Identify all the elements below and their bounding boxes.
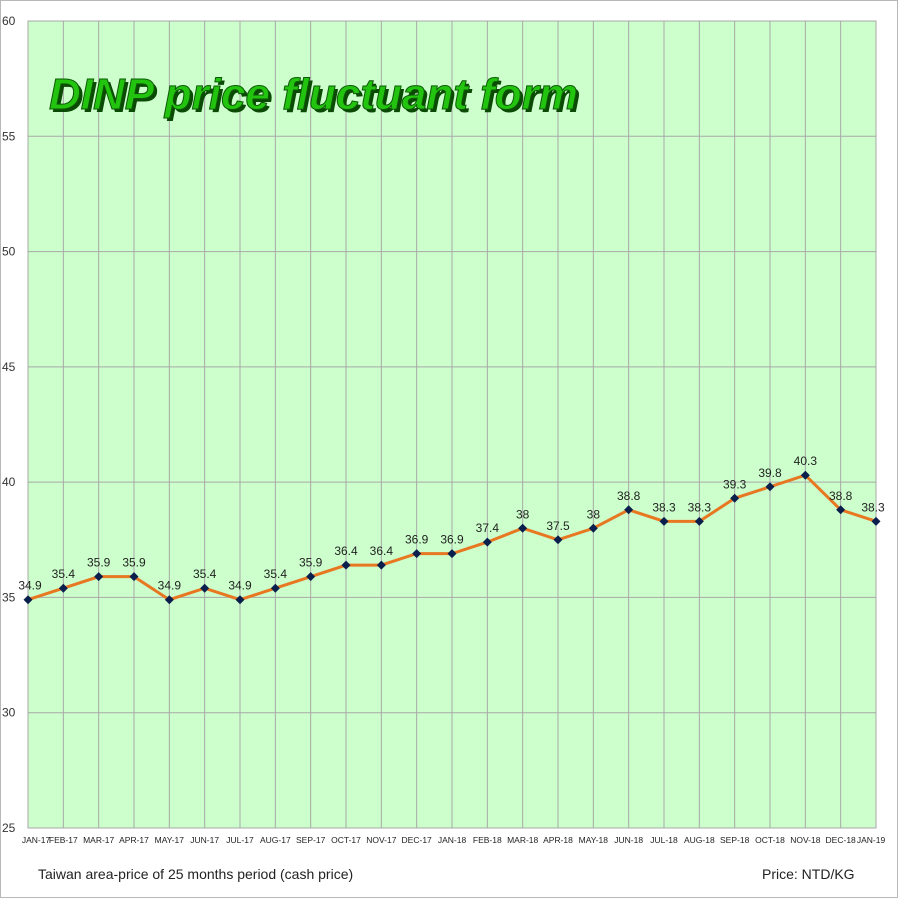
data-label: 38.3 xyxy=(652,500,676,514)
y-tick-label: 25 xyxy=(2,821,16,835)
data-point xyxy=(235,595,245,605)
data-point xyxy=(800,470,810,480)
x-tick-label: JAN-19 xyxy=(857,835,886,845)
x-tick-label: OCT-17 xyxy=(331,835,361,845)
y-tick-label: 40 xyxy=(2,475,16,489)
data-point xyxy=(730,493,740,503)
data-point xyxy=(58,583,68,593)
data-point xyxy=(306,572,316,582)
data-point xyxy=(482,537,492,547)
chart-title-shadow: DINP price fluctuant form xyxy=(52,73,581,122)
data-label: 38.3 xyxy=(861,500,885,514)
x-tick-label: DEC-18 xyxy=(826,835,857,845)
footnote-right: Price: NTD/KG xyxy=(762,866,855,882)
x-tick-label: SEP-18 xyxy=(720,835,750,845)
x-tick-label: APR-18 xyxy=(543,835,573,845)
data-point xyxy=(447,549,457,559)
x-tick-label: MAR-17 xyxy=(83,835,114,845)
data-point xyxy=(553,535,563,545)
data-point xyxy=(624,505,634,515)
data-point xyxy=(871,516,881,526)
data-label: 36.9 xyxy=(440,533,464,547)
data-label: 38.8 xyxy=(829,489,853,503)
y-tick-label: 50 xyxy=(2,245,16,259)
x-tick-label: FEB-18 xyxy=(473,835,502,845)
data-label: 37.4 xyxy=(476,521,500,535)
x-tick-label: MAY-18 xyxy=(579,835,609,845)
x-tick-label: JAN-18 xyxy=(438,835,467,845)
x-tick-label: MAR-18 xyxy=(507,835,538,845)
grid xyxy=(27,20,877,829)
data-point xyxy=(164,595,174,605)
data-point xyxy=(694,516,704,526)
data-point xyxy=(412,549,422,559)
data-label: 35.4 xyxy=(52,567,76,581)
y-tick-label: 55 xyxy=(2,129,16,143)
x-tick-label: AUG-18 xyxy=(684,835,715,845)
y-axis-ticks: 25 30 35 40 45 50 55 60 xyxy=(2,14,16,835)
data-label: 39.3 xyxy=(723,477,747,491)
data-points xyxy=(23,470,881,605)
x-tick-label: JUN-17 xyxy=(190,835,219,845)
x-tick-label: SEP-17 xyxy=(296,835,326,845)
data-labels: 34.9 35.4 35.9 35.9 34.9 35.4 34.9 35.4 35.9 36.4… xyxy=(18,454,885,593)
x-tick-label: JAN-17 xyxy=(22,835,51,845)
y-tick-label: 35 xyxy=(2,590,16,604)
data-label: 36.4 xyxy=(370,544,394,558)
data-label: 37.5 xyxy=(546,519,570,533)
y-tick-label: 60 xyxy=(2,14,16,28)
data-point xyxy=(200,583,210,593)
x-tick-label: DEC-17 xyxy=(402,835,433,845)
x-tick-label: NOV-17 xyxy=(366,835,397,845)
data-label: 34.9 xyxy=(18,579,42,593)
data-label: 35.4 xyxy=(193,567,217,581)
data-label: 36.9 xyxy=(405,533,429,547)
data-label: 38.3 xyxy=(688,500,712,514)
data-point xyxy=(94,572,104,582)
data-point xyxy=(129,572,139,582)
data-label: 35.4 xyxy=(264,567,288,581)
data-label: 34.9 xyxy=(158,579,182,593)
data-point xyxy=(341,560,351,570)
data-label: 34.9 xyxy=(228,579,252,593)
data-point xyxy=(518,523,528,533)
y-tick-label: 45 xyxy=(2,360,16,374)
data-label: 35.9 xyxy=(122,556,146,570)
x-tick-label: JUN-18 xyxy=(614,835,643,845)
x-tick-label: APR-17 xyxy=(119,835,149,845)
data-label: 39.8 xyxy=(758,466,782,480)
chart-title: DINP price fluctuant form xyxy=(49,70,578,119)
data-label: 38 xyxy=(516,507,530,521)
x-tick-label: JUL-18 xyxy=(650,835,678,845)
x-tick-label: AUG-17 xyxy=(260,835,291,845)
x-tick-label: NOV-18 xyxy=(790,835,821,845)
data-point xyxy=(376,560,386,570)
data-point xyxy=(270,583,280,593)
data-label: 38 xyxy=(587,507,601,521)
data-label: 38.8 xyxy=(617,489,641,503)
x-tick-label: FEB-17 xyxy=(49,835,78,845)
data-label: 35.9 xyxy=(87,556,111,570)
data-point xyxy=(836,505,846,515)
data-label: 35.9 xyxy=(299,556,323,570)
data-point xyxy=(765,482,775,492)
data-label: 40.3 xyxy=(794,454,818,468)
data-point xyxy=(23,595,33,605)
y-tick-label: 30 xyxy=(2,706,16,720)
x-tick-label: OCT-18 xyxy=(755,835,785,845)
footnote-left: Taiwan area-price of 25 months period (c… xyxy=(38,866,354,882)
x-tick-label: JUL-17 xyxy=(226,835,254,845)
data-label: 36.4 xyxy=(334,544,358,558)
x-tick-label: MAY-17 xyxy=(155,835,185,845)
data-point xyxy=(659,516,669,526)
data-point xyxy=(588,523,598,533)
